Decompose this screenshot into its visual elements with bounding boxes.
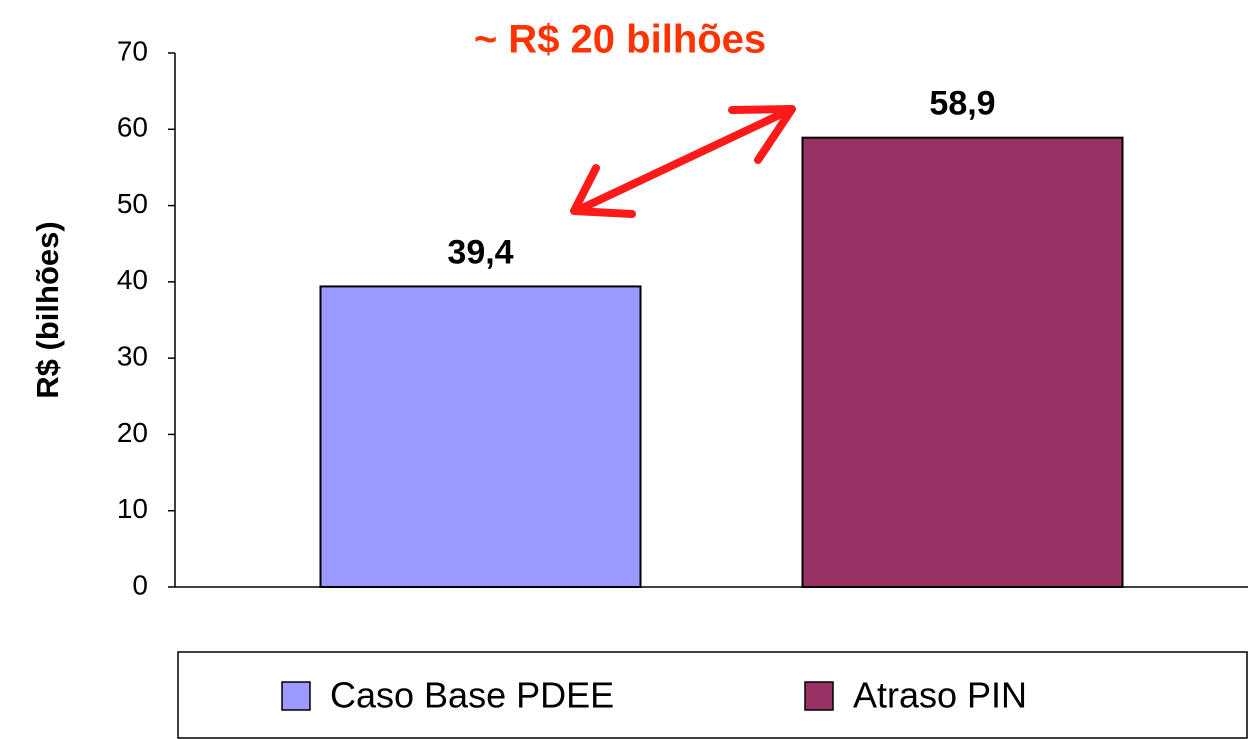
y-tick-label: 30 <box>117 341 148 372</box>
y-tick-label: 0 <box>132 569 148 600</box>
legend-label: Caso Base PDEE <box>330 675 614 716</box>
y-tick-label: 50 <box>117 188 148 219</box>
legend-box <box>177 651 1248 739</box>
bar <box>319 285 642 588</box>
annotation: ~ R$ 20 bilhões <box>474 18 766 62</box>
difference-arrow <box>570 105 796 218</box>
y-tick-label: 40 <box>117 264 148 295</box>
legend-label: Atraso PIN <box>853 675 1027 716</box>
legend-swatch <box>804 681 834 711</box>
y-tick-label: 20 <box>117 417 148 448</box>
y-tick-label: 10 <box>117 493 148 524</box>
y-axis-label: R$ (bilhões) <box>30 221 65 398</box>
data-label: 58,9 <box>929 85 995 123</box>
bar <box>801 136 1124 588</box>
y-tick-label: 60 <box>117 112 148 143</box>
y-tick-label: 70 <box>117 35 148 66</box>
data-label: 39,4 <box>447 233 513 271</box>
legend-swatch <box>281 681 311 711</box>
